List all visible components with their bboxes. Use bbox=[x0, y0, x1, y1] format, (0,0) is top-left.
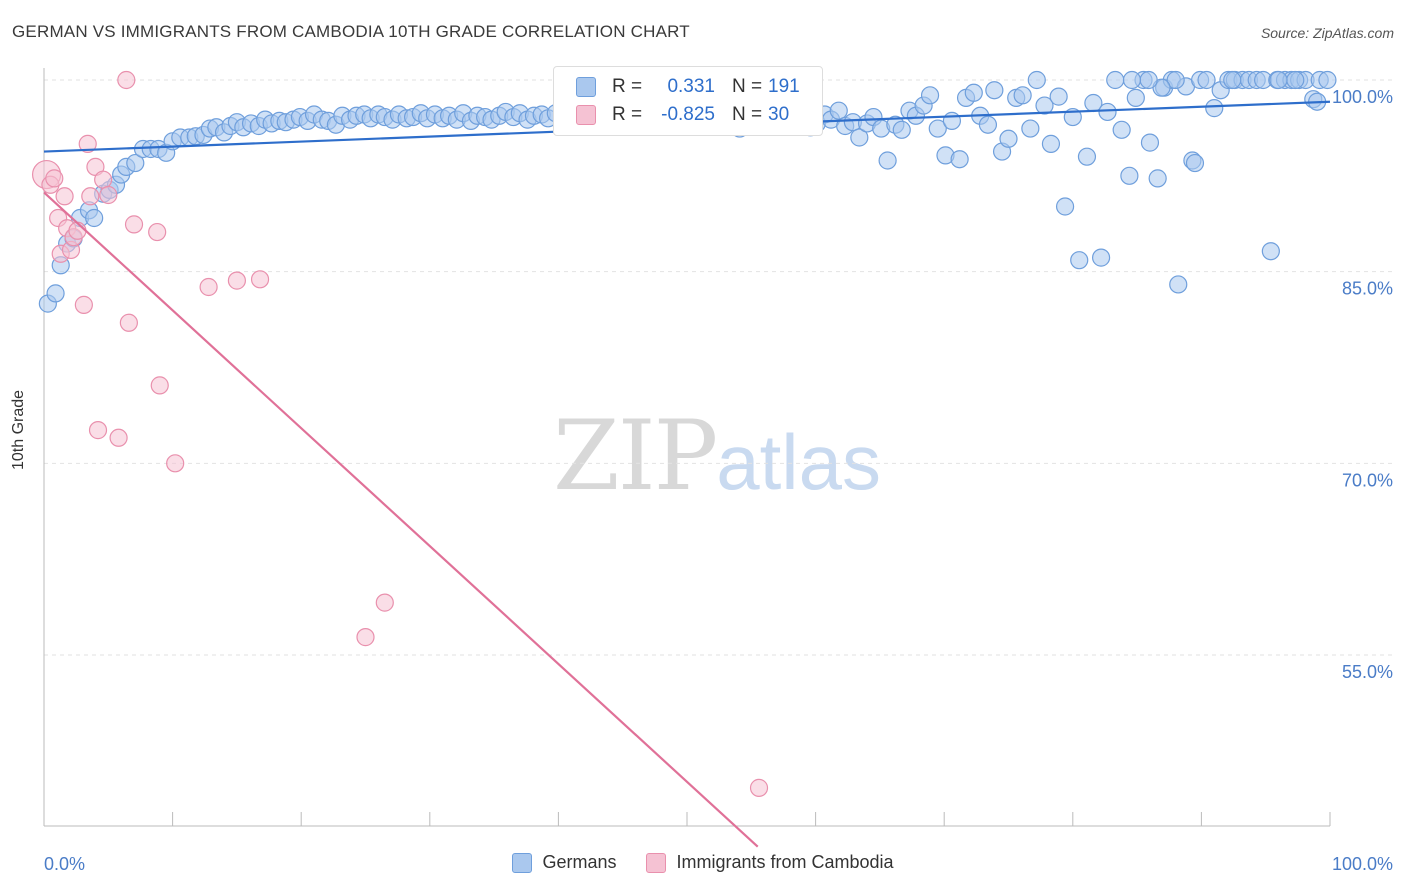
german-point bbox=[1269, 70, 1288, 90]
stats-r-german: 0.331 bbox=[667, 76, 715, 97]
cambodia-point bbox=[148, 222, 167, 242]
german-point bbox=[850, 128, 869, 147]
german-point bbox=[1166, 70, 1185, 90]
x-tick-label: 0.0% bbox=[44, 854, 85, 874]
german-point bbox=[1120, 166, 1139, 185]
y-tick-label: 70.0% bbox=[1342, 470, 1393, 490]
stats-r-cambodia: -0.825 bbox=[661, 104, 715, 125]
cambodia-point bbox=[45, 169, 64, 188]
german-point bbox=[1139, 70, 1158, 90]
german-point bbox=[1077, 147, 1097, 166]
cambodia-point bbox=[199, 277, 218, 297]
german-point bbox=[829, 101, 848, 120]
stats-n-label: N = bbox=[732, 76, 763, 97]
cambodia-point bbox=[99, 185, 118, 205]
stats-box: R = 0.331 N = 191 R = -0.825 N = 30 bbox=[553, 66, 823, 136]
german-point bbox=[878, 151, 897, 170]
cambodia-point bbox=[109, 428, 128, 447]
cambodia-point bbox=[375, 593, 394, 612]
cambodia-point bbox=[68, 221, 87, 240]
german-point bbox=[1070, 251, 1089, 270]
cambodia-trend-line bbox=[43, 191, 759, 848]
legend-item-german[interactable]: Germans bbox=[512, 852, 616, 873]
german-point bbox=[1169, 275, 1188, 294]
cambodia-point bbox=[117, 70, 136, 90]
stats-n-label: N = bbox=[732, 104, 763, 125]
german-point bbox=[1205, 99, 1224, 118]
stats-swatch-german bbox=[576, 77, 596, 97]
legend-label-cambodia: Immigrants from Cambodia bbox=[676, 852, 894, 872]
cambodia-point bbox=[150, 376, 169, 395]
cambodia-point bbox=[250, 270, 270, 289]
stats-r-label: R = bbox=[612, 76, 643, 97]
cambodia-point bbox=[81, 187, 100, 206]
german-point bbox=[1185, 153, 1205, 173]
german-point bbox=[942, 111, 962, 130]
german-point bbox=[1261, 242, 1280, 261]
german-point bbox=[1098, 102, 1117, 122]
cambodia-point bbox=[74, 295, 93, 314]
german-point bbox=[1148, 169, 1167, 188]
watermark: ZIPatlas bbox=[553, 400, 881, 512]
chart-title: GERMAN VS IMMIGRANTS FROM CAMBODIA 10TH … bbox=[12, 22, 690, 41]
german-point bbox=[1027, 70, 1046, 90]
cambodia-point bbox=[88, 421, 108, 440]
german-point bbox=[85, 208, 104, 228]
german-point bbox=[1021, 119, 1040, 138]
german-point bbox=[1013, 86, 1032, 105]
german-point bbox=[1055, 197, 1075, 216]
cambodia-point bbox=[227, 271, 246, 290]
legend-swatch-german bbox=[512, 852, 533, 873]
cambodia-point bbox=[749, 778, 769, 797]
german-point bbox=[1286, 70, 1305, 90]
german-point bbox=[892, 120, 911, 139]
german-point bbox=[126, 153, 145, 173]
y-tick-label: 85.0% bbox=[1342, 279, 1393, 299]
german-point bbox=[1035, 96, 1054, 115]
german-point bbox=[1223, 70, 1242, 90]
source-label: Source: ZipAtlas.com bbox=[1260, 25, 1394, 41]
german-point bbox=[1049, 87, 1068, 106]
german-point bbox=[1140, 133, 1160, 152]
german-point bbox=[1318, 70, 1337, 90]
cambodia-point bbox=[119, 313, 138, 332]
x-tick-label: 100.0% bbox=[1332, 854, 1393, 874]
german-point bbox=[46, 284, 65, 303]
legend-item-cambodia[interactable]: Immigrants from Cambodia bbox=[646, 852, 894, 873]
cambodia-point bbox=[78, 134, 97, 153]
german-point bbox=[1091, 248, 1111, 267]
cambodia-point bbox=[124, 215, 144, 234]
german-point bbox=[985, 81, 1004, 100]
y-tick-label: 55.0% bbox=[1342, 662, 1393, 682]
legend: Germans Immigrants from Cambodia bbox=[0, 852, 1406, 873]
cambodia-point bbox=[166, 454, 185, 473]
german-point bbox=[1106, 70, 1125, 90]
german-point bbox=[999, 129, 1018, 148]
cambodia-point bbox=[94, 170, 113, 189]
cambodia-point bbox=[55, 187, 74, 206]
german-point bbox=[1122, 70, 1142, 90]
german-point bbox=[920, 86, 940, 105]
watermark-zip: ZIP bbox=[553, 400, 718, 512]
german-point bbox=[1041, 134, 1061, 153]
german-point bbox=[950, 150, 969, 169]
legend-swatch-cambodia bbox=[646, 852, 667, 873]
german-point bbox=[928, 119, 947, 138]
german-point bbox=[964, 83, 983, 102]
stats-n-german: 191 bbox=[768, 76, 800, 97]
legend-label-german: Germans bbox=[542, 852, 617, 872]
stats-swatch-cambodia bbox=[576, 105, 596, 125]
stats-r-label: R = bbox=[612, 104, 643, 125]
cambodia-point bbox=[356, 628, 375, 647]
stats-n-cambodia: 30 bbox=[768, 104, 790, 125]
watermark-atlas: atlas bbox=[716, 418, 881, 506]
german-point bbox=[1126, 88, 1145, 107]
german-point bbox=[1112, 120, 1131, 139]
german-point bbox=[1197, 70, 1216, 90]
german-point bbox=[978, 115, 998, 134]
y-tick-label: 100.0% bbox=[1332, 87, 1393, 107]
